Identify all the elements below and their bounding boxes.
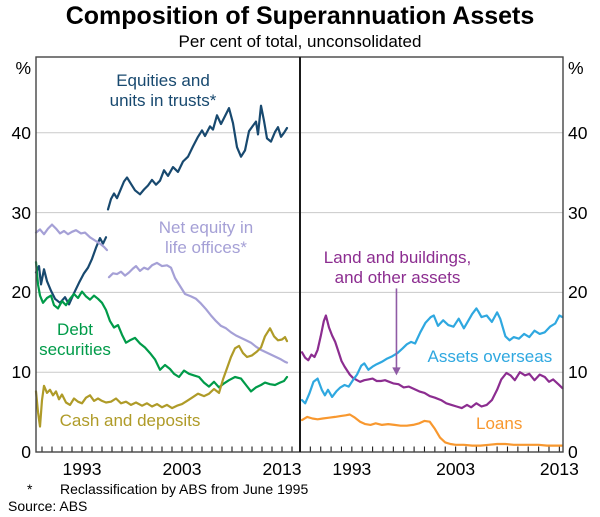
footnote-text: Reclassification by ABS from June 1995 bbox=[60, 481, 309, 497]
land-buildings-line bbox=[300, 314, 564, 410]
footnote-marker: * bbox=[27, 481, 33, 497]
cash-deposits-line bbox=[34, 327, 289, 428]
debt-securities-line bbox=[34, 261, 289, 393]
net-equity-life-offices-line bbox=[107, 261, 289, 364]
page-title: Composition of Superannuation Assets bbox=[65, 2, 535, 30]
chart-subtitle: Per cent of total, unconsolidated bbox=[178, 32, 422, 51]
net-equity-life-offices-line bbox=[34, 223, 109, 252]
equities-line bbox=[34, 236, 108, 306]
annotation-arrowhead bbox=[392, 367, 401, 376]
loans-line bbox=[300, 413, 564, 447]
assets-overseas-line bbox=[300, 307, 564, 405]
source-note: Source: ABS bbox=[8, 498, 88, 514]
equities-line bbox=[106, 104, 289, 211]
